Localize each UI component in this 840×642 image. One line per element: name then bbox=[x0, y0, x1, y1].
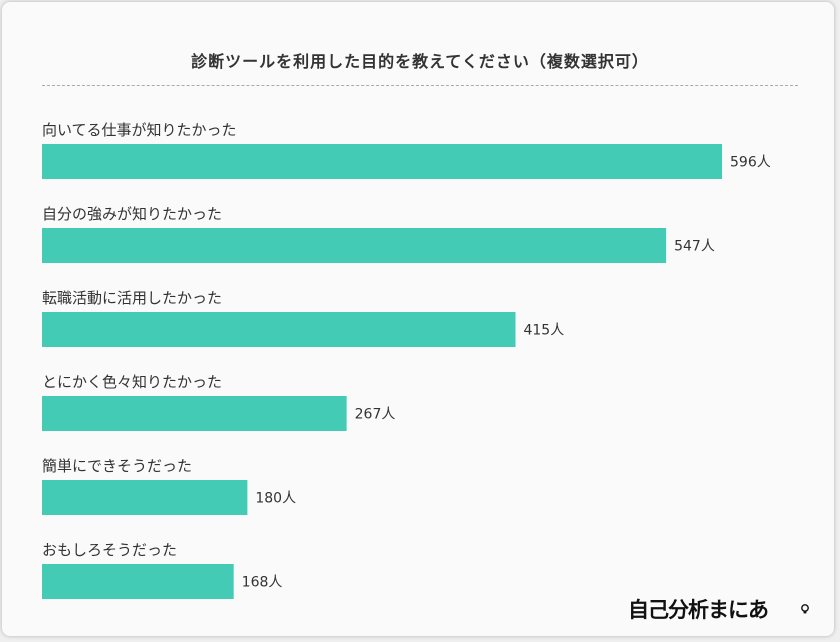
title-divider bbox=[42, 85, 798, 86]
category-label: 自分の強みが知りたかった bbox=[42, 205, 222, 223]
bar bbox=[42, 564, 234, 599]
value-label: 596人 bbox=[730, 155, 771, 171]
bar bbox=[42, 396, 347, 431]
value-label: 168人 bbox=[242, 575, 283, 591]
chart-title: 診断ツールを利用した目的を教えてください（複数選択可） bbox=[191, 52, 649, 71]
category-label: おもしろそうだった bbox=[42, 541, 177, 559]
value-label: 267人 bbox=[355, 407, 396, 423]
bar bbox=[42, 480, 248, 515]
value-label: 415人 bbox=[523, 323, 564, 339]
category-label: 転職活動に活用したかった bbox=[42, 289, 222, 307]
value-label: 180人 bbox=[255, 491, 296, 507]
bar bbox=[42, 228, 667, 263]
bar bbox=[42, 144, 722, 179]
category-label: 向いてる仕事が知りたかった bbox=[42, 121, 237, 139]
category-label: とにかく色々知りたかった bbox=[42, 373, 222, 391]
bar bbox=[42, 312, 516, 347]
value-label: 547人 bbox=[674, 239, 715, 255]
lightbulb-icon bbox=[801, 604, 809, 614]
brand-logo: 自己分析まにあ bbox=[628, 598, 769, 622]
category-label: 簡単にできそうだった bbox=[42, 457, 192, 475]
